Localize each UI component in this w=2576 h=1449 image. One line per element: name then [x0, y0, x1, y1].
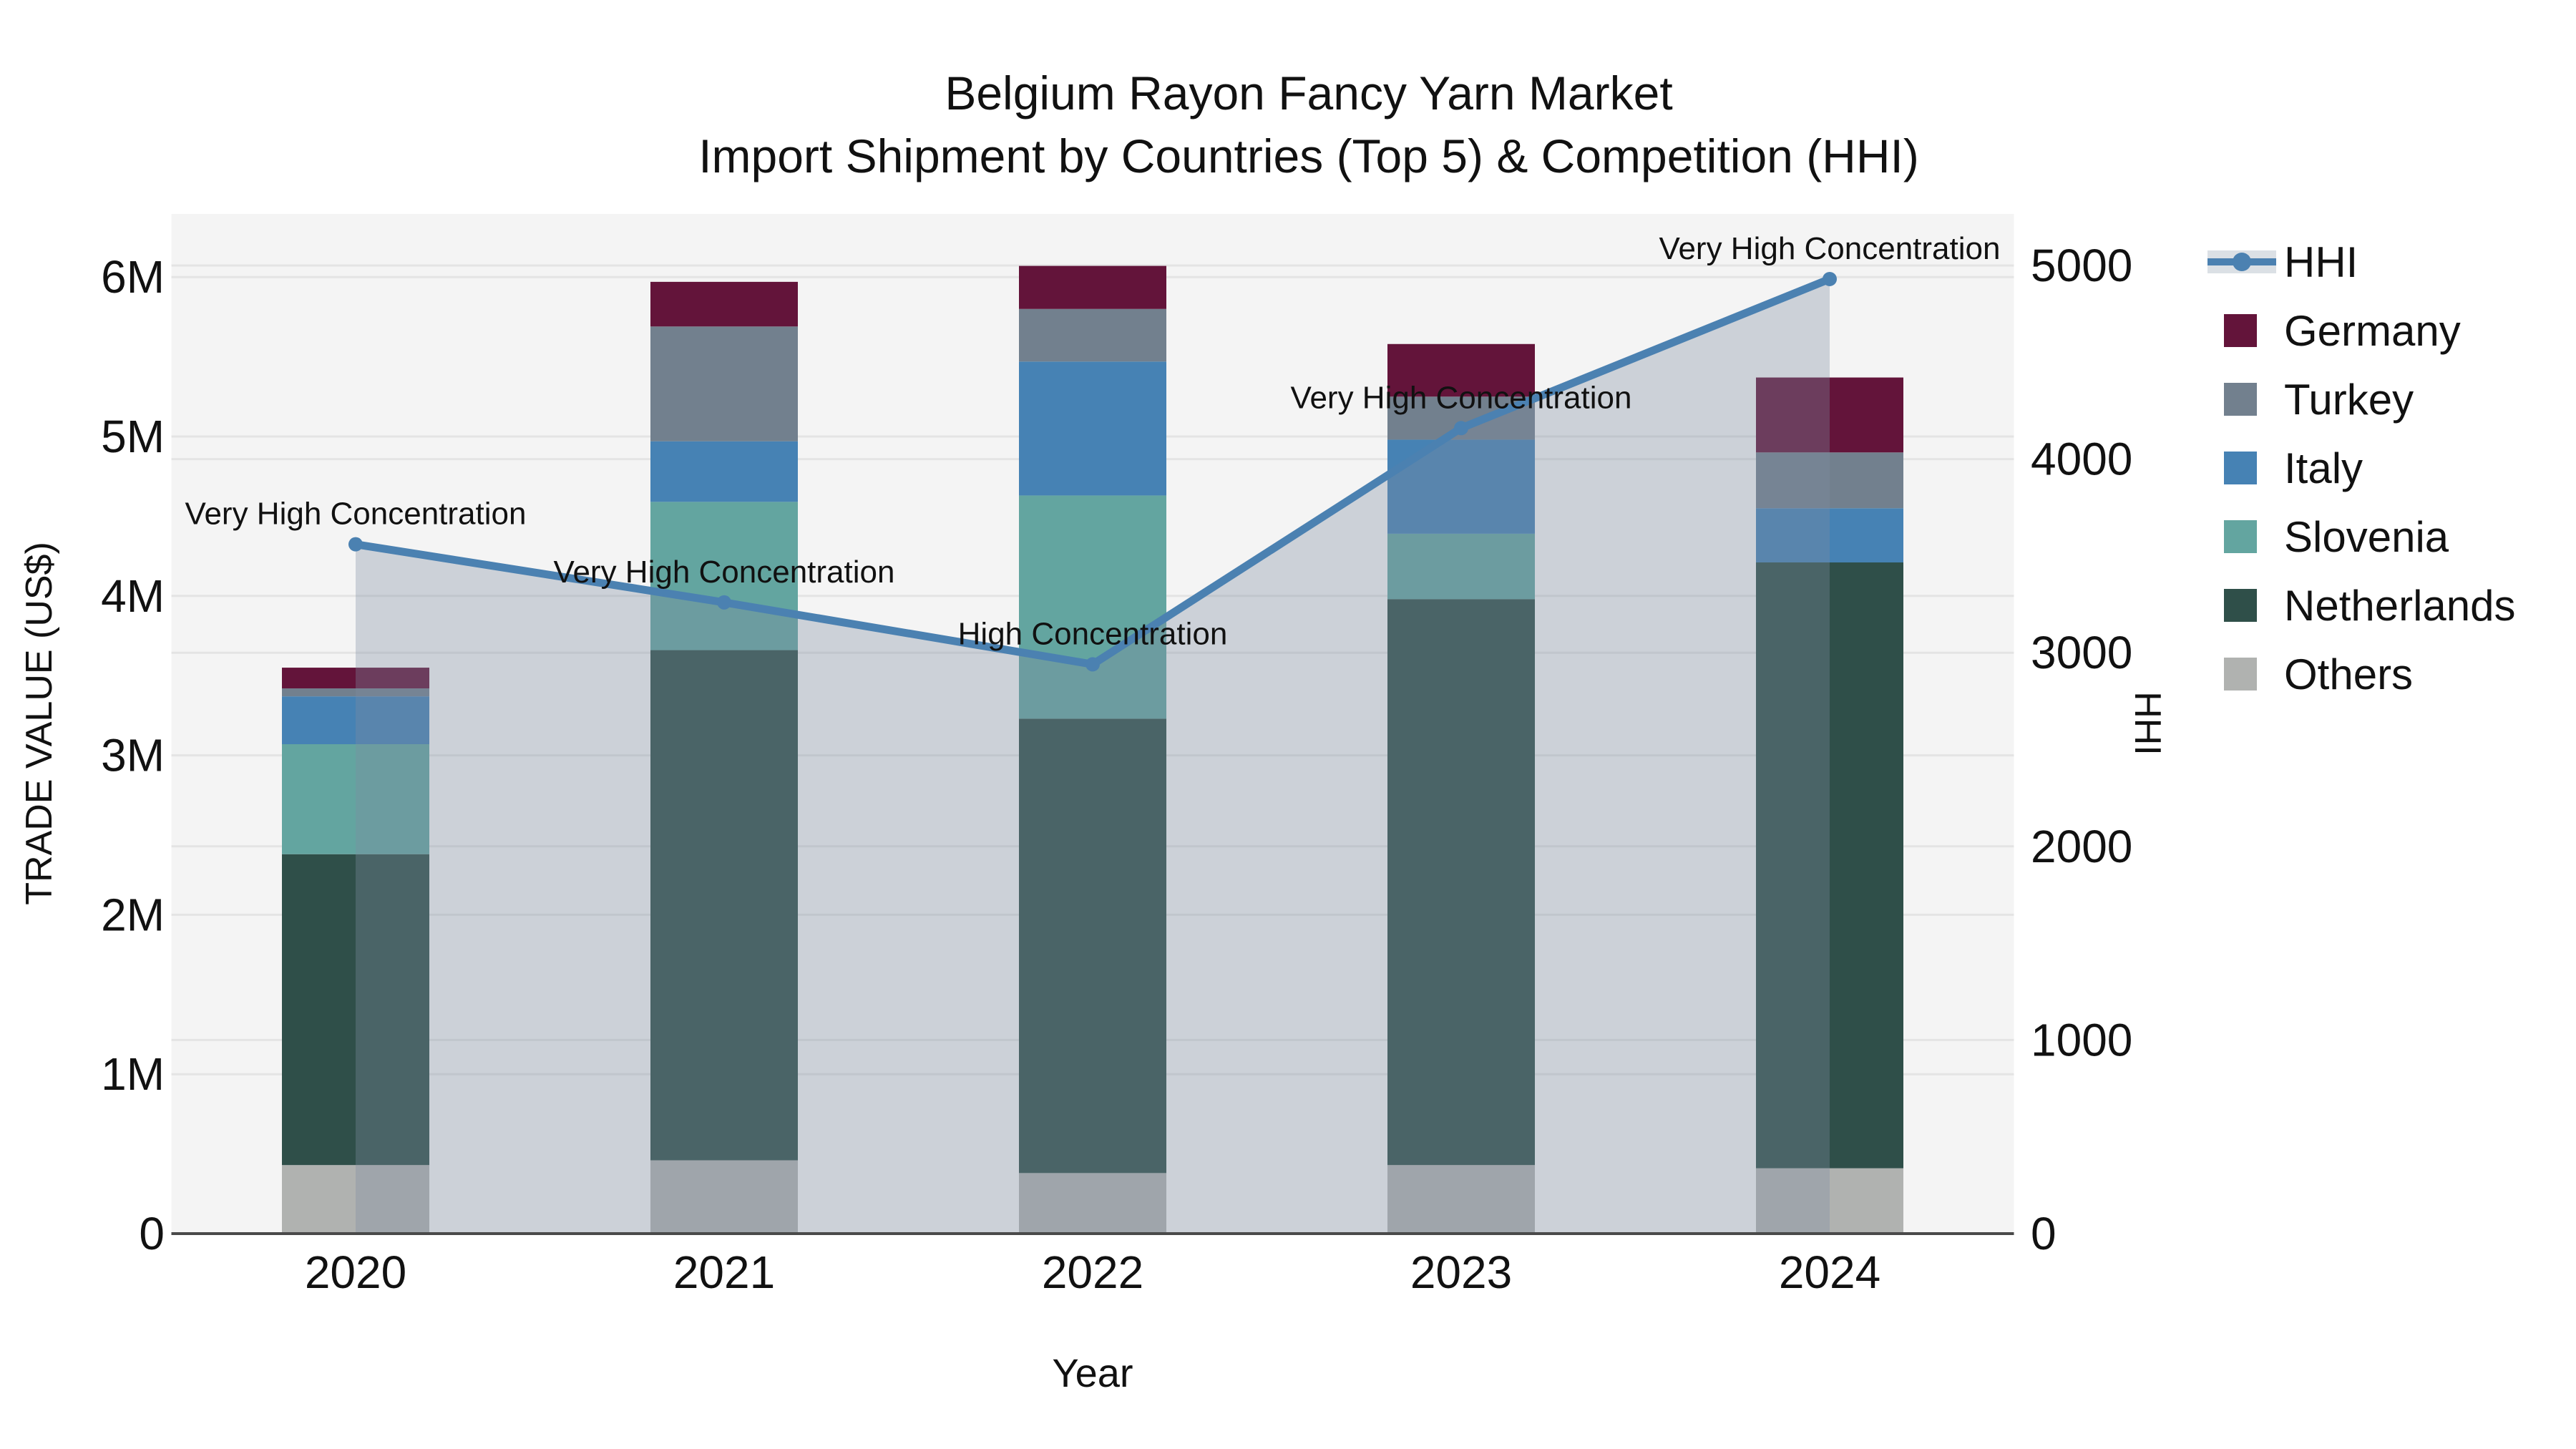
bar-segment-others-2021[interactable] — [650, 1160, 798, 1234]
hhi-annotation-2021: Very High Concentration — [554, 555, 895, 590]
y-left-tick-5M: 5M — [101, 411, 165, 462]
legend-item-others[interactable]: Others — [2224, 650, 2413, 698]
chart-title-line2: Import Shipment by Countries (Top 5) & C… — [698, 130, 1919, 182]
bar-segment-germany-2022[interactable] — [1019, 265, 1166, 309]
bar-segment-netherlands-2023[interactable] — [1387, 599, 1535, 1166]
hhi-point-2021[interactable] — [717, 595, 731, 610]
hhi-annotation-2024: Very High Concentration — [1659, 231, 2001, 266]
bar-segment-netherlands-2021[interactable] — [650, 650, 798, 1161]
legend-label-others: Others — [2284, 650, 2413, 698]
y-left-tick-2M: 2M — [101, 889, 165, 940]
hhi-area-fill — [356, 278, 1830, 1234]
legend-swatch-italy — [2224, 452, 2257, 484]
y-left-tick-1M: 1M — [101, 1048, 165, 1100]
bar-segment-others-2022[interactable] — [1019, 1173, 1166, 1234]
y-left-tick-0: 0 — [139, 1208, 165, 1259]
bar-segment-germany-2024[interactable] — [1756, 377, 1903, 453]
x-tick-2022: 2022 — [1042, 1246, 1143, 1298]
hhi-annotation-2022: High Concentration — [958, 616, 1228, 651]
y-left-tick-3M: 3M — [101, 730, 165, 781]
bar-segment-slovenia-2022[interactable] — [1019, 495, 1166, 719]
chart-root: Very High Concentration Very High Concent… — [101, 214, 2516, 1298]
bar-segment-others-2024[interactable] — [1756, 1168, 1903, 1234]
legend-label-italy: Italy — [2284, 444, 2363, 492]
hhi-point-2022[interactable] — [1085, 657, 1100, 672]
bar-segment-others-2023[interactable] — [1387, 1165, 1535, 1234]
bar-segment-germany-2021[interactable] — [650, 281, 798, 327]
y-right-tick-4000: 4000 — [2031, 434, 2132, 485]
bar-segment-turkey-2022[interactable] — [1019, 308, 1166, 362]
bar-segment-italy-2022[interactable] — [1019, 361, 1166, 496]
bar-segment-italy-2021[interactable] — [650, 441, 798, 502]
legend-label-turkey: Turkey — [2284, 376, 2414, 424]
legend-swatch-germany — [2224, 314, 2257, 347]
bar-segment-netherlands-2022[interactable] — [1019, 718, 1166, 1174]
bar-segment-italy-2020[interactable] — [282, 696, 429, 745]
y-right-tick-5000: 5000 — [2031, 240, 2132, 291]
legend-label-netherlands: Netherlands — [2284, 582, 2516, 630]
bar-segment-others-2020[interactable] — [282, 1165, 429, 1234]
bar-segment-turkey-2024[interactable] — [1756, 452, 1903, 509]
legend-label-germany: Germany — [2284, 307, 2461, 355]
y-left-axis-title: TRADE VALUE (US$) — [19, 542, 60, 905]
legend-item-hhi[interactable]: HHI — [2207, 238, 2358, 286]
y-right-tick-1000: 1000 — [2031, 1014, 2132, 1065]
legend-hhi-marker-icon — [2233, 253, 2251, 271]
legend-swatch-netherlands — [2224, 589, 2257, 622]
bar-segment-slovenia-2021[interactable] — [650, 502, 798, 650]
legend-item-germany[interactable]: Germany — [2224, 307, 2461, 355]
legend-item-italy[interactable]: Italy — [2224, 444, 2363, 492]
x-tick-2024: 2024 — [1779, 1246, 1880, 1298]
bar-segment-italy-2024[interactable] — [1756, 508, 1903, 563]
y-left-tick-6M: 6M — [101, 251, 165, 303]
y-right-tick-2000: 2000 — [2031, 821, 2132, 872]
x-tick-2023: 2023 — [1410, 1246, 1512, 1298]
bar-segment-netherlands-2024[interactable] — [1756, 562, 1903, 1169]
y-left-tick-4M: 4M — [101, 570, 165, 622]
bar-segment-germany-2023[interactable] — [1387, 343, 1535, 397]
chart-title-line1: Belgium Rayon Fancy Yarn Market — [945, 67, 1672, 119]
x-tick-2020: 2020 — [305, 1246, 406, 1298]
bar-segment-germany-2020[interactable] — [282, 668, 429, 689]
legend-swatch-slovenia — [2224, 520, 2257, 553]
legend-item-netherlands[interactable]: Netherlands — [2224, 582, 2516, 630]
hhi-point-2020[interactable] — [348, 537, 363, 552]
x-tick-2021: 2021 — [673, 1246, 775, 1298]
legend-swatch-turkey — [2224, 383, 2257, 416]
x-axis-title: Year — [1052, 1350, 1133, 1395]
bar-segment-netherlands-2020[interactable] — [282, 854, 429, 1166]
y-right-tick-0: 0 — [2031, 1208, 2057, 1259]
bar-segment-slovenia-2020[interactable] — [282, 744, 429, 854]
y-right-axis-title: HHI — [2127, 691, 2168, 756]
hhi-point-2023[interactable] — [1454, 421, 1468, 436]
hhi-point-2024[interactable] — [1823, 271, 1837, 286]
hhi-annotation-2023: Very High Concentration — [1291, 380, 1632, 415]
legend-swatch-others — [2224, 658, 2257, 691]
y-right-tick-3000: 3000 — [2031, 627, 2132, 678]
bar-segment-slovenia-2023[interactable] — [1387, 533, 1535, 600]
legend-item-slovenia[interactable]: Slovenia — [2224, 513, 2449, 561]
legend-label-slovenia: Slovenia — [2284, 513, 2449, 561]
legend-label-hhi: HHI — [2284, 238, 2358, 286]
legend-item-turkey[interactable]: Turkey — [2224, 376, 2414, 424]
bar-segment-turkey-2020[interactable] — [282, 688, 429, 697]
bar-segment-turkey-2021[interactable] — [650, 326, 798, 441]
hhi-annotation-2020: Very High Concentration — [185, 497, 527, 532]
